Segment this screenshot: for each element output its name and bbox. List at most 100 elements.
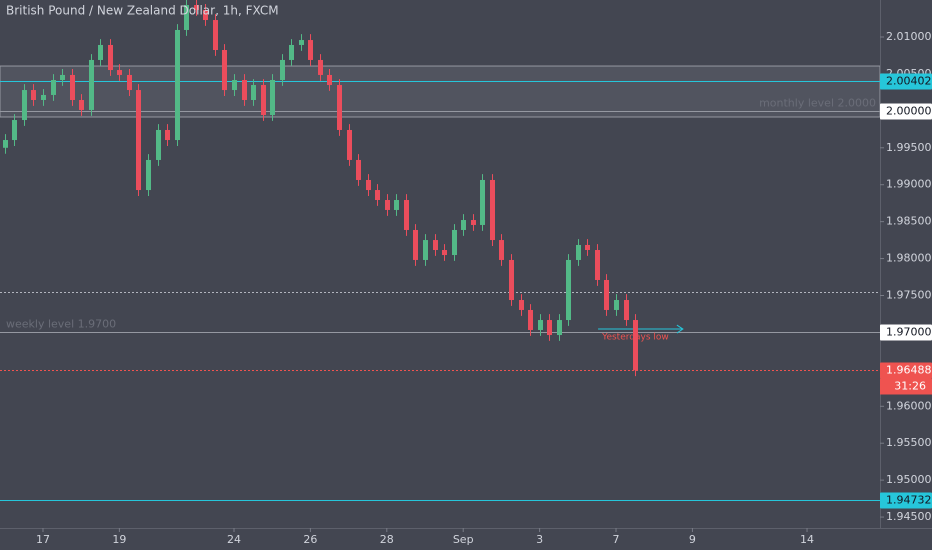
price-tag [880,492,932,509]
zone-layer [0,65,881,118]
candle-body [423,240,428,260]
x-tick-label: 28 [380,533,394,546]
price-tag-label: 2.00402 [886,75,932,88]
level-text: monthly level 2.0000 [759,97,876,110]
price-tag-label: 2.00000 [886,105,932,118]
candle-body [327,74,332,86]
candle-body [117,70,122,75]
candle-body [203,9,208,21]
candle-body [576,244,581,260]
candle-body [213,20,218,51]
candle-body [251,85,256,101]
candle-body [146,159,151,191]
candle-body [79,100,84,110]
candle-body [308,40,313,60]
candle-body [222,50,227,91]
candle-body [194,5,199,10]
candle-body [404,200,409,230]
candle-body [41,94,46,101]
candle-body [461,220,466,230]
annotation-arrowhead [676,324,684,334]
candle-body [31,90,36,101]
candle-body [70,74,75,101]
candle-body [156,129,161,160]
candle-body [566,259,571,321]
countdown-label: 31:26 [894,380,926,393]
y-tick-label: 1.97500 [886,288,932,301]
candle-body [98,44,103,60]
tags-layer: 2.00402 2.00000 1.97000 1.96488 31:26 1.94732 [880,73,932,509]
price-zone [0,65,881,118]
candle-body [614,300,619,310]
x-tick-label: 3 [536,533,543,546]
candle-body [528,309,533,330]
x-tick-label: 7 [613,533,620,546]
candle-body [375,190,380,201]
price-tag-label: 1.94732 [886,494,932,507]
y-tick-label: 1.99000 [886,178,932,191]
candle-body [51,79,56,95]
candle-body [3,140,8,148]
y-tick-label: 1.98000 [886,252,932,265]
candle-body [490,179,495,241]
y-tick-label: 1.96000 [886,399,932,412]
candle-body [242,79,247,101]
candle-body [261,85,266,115]
candle-body [633,320,638,371]
candle-body [547,320,552,336]
candle-body [471,220,476,225]
countdown-tag [880,378,932,395]
candle-body [595,250,600,280]
candle-body [337,85,342,130]
x-tick-label: Sep [453,533,474,546]
candle-body [442,250,447,256]
price-tag [880,324,932,341]
price-tag-label: 1.97000 [886,326,932,339]
x-tick-label: 17 [36,533,50,546]
candle-body [356,159,361,180]
y-tick-label: 1.98500 [886,215,932,228]
level-text: weekly level 1.9700 [6,318,116,331]
candle-body [394,200,399,210]
candle-body [184,5,189,30]
x-tick-label: 24 [227,533,241,546]
candle-body [175,29,180,141]
candle-body [136,90,141,191]
candle-body [480,179,485,225]
candle-body [538,320,543,330]
y-tick-label: 1.95500 [886,436,932,449]
candle-body [509,259,514,301]
candle-body [499,240,504,260]
candle-body [22,90,27,121]
x-tick-label: 9 [689,533,696,546]
candle-body [12,120,17,141]
candle-body [127,74,132,91]
candle-body [347,129,352,160]
y-tick-label: 2.01000 [886,30,932,43]
x-tick-label: 26 [303,533,317,546]
y-tick-label: 1.99500 [886,141,932,154]
candle-body [366,179,371,191]
price-tag [880,362,932,379]
candle-body [452,229,457,256]
candle-body [89,59,94,110]
x-tick-label: 19 [112,533,126,546]
price-tag [880,103,932,120]
candle-body [108,44,113,71]
candle-body [519,300,524,310]
candle-body [585,244,590,251]
price-tag-label: 1.96488 [886,364,932,377]
candle-body [604,279,609,310]
candle-body [270,79,275,115]
candle-body [433,240,438,251]
candle-body [413,229,418,260]
candle-body [385,200,390,210]
y-tick-label: 1.94500 [886,510,932,523]
chart-title: British Pound / New Zealand Dollar, 1h, … [6,4,279,18]
candle-body [299,40,304,45]
candle-body [318,59,323,75]
x-tick-label: 14 [800,533,814,546]
price-tag [880,73,932,90]
candle-body [624,300,629,321]
